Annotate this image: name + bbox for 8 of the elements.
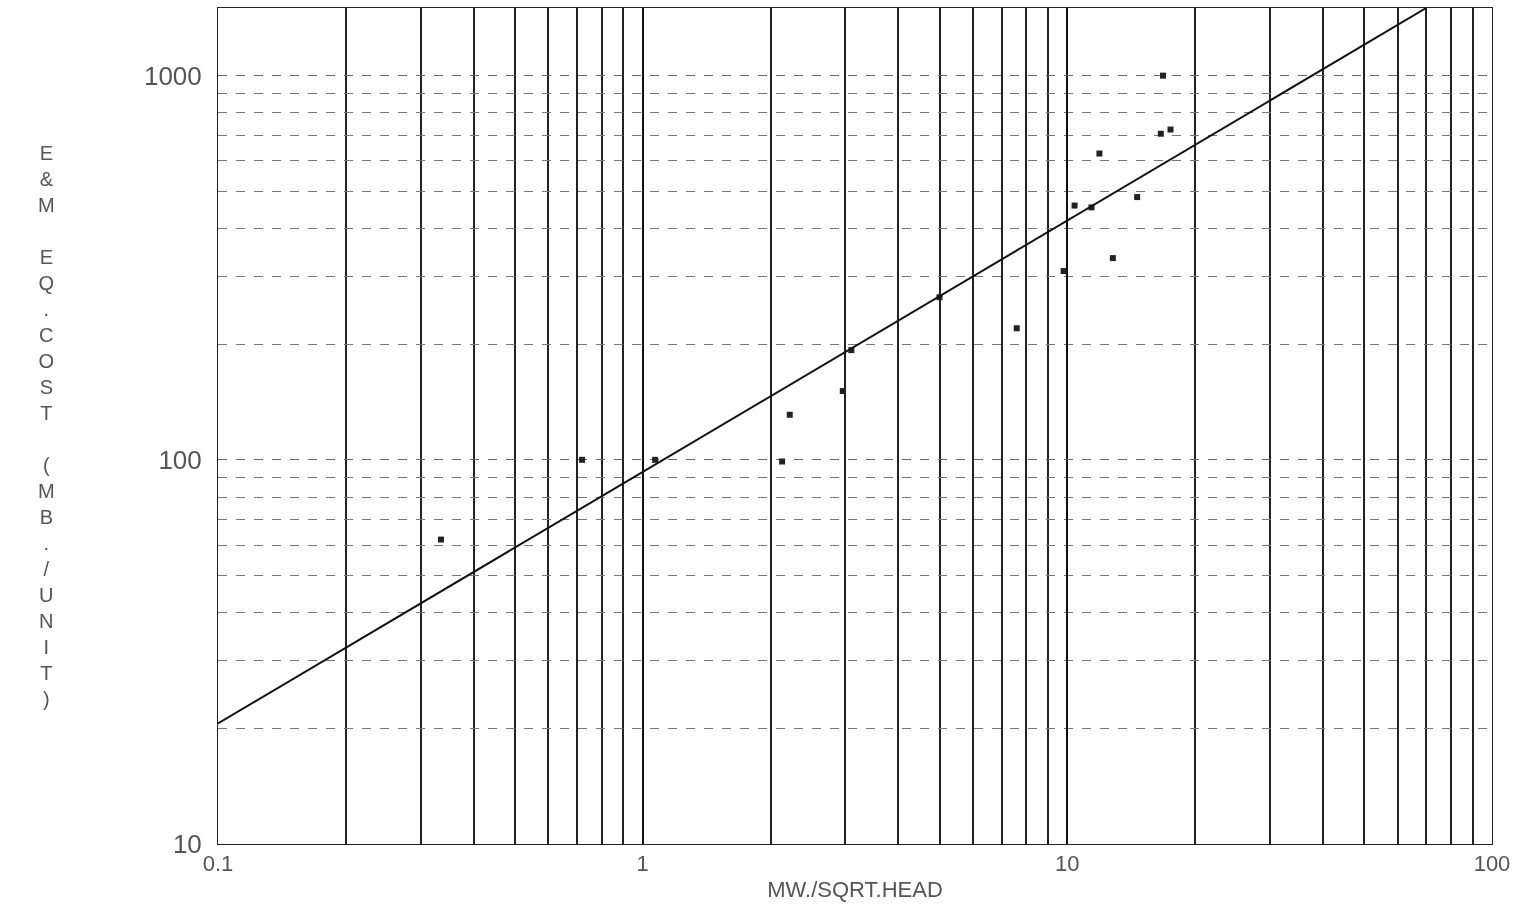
y-tick-label: 1000 xyxy=(143,60,202,91)
text: E&M EQ.COST (MB./UNIT) xyxy=(38,142,55,710)
x-axis-title: MW./SQRT.HEAD xyxy=(767,877,943,903)
y-tick-label: 100 xyxy=(158,444,202,475)
x-tick-label: 10 xyxy=(1055,851,1080,877)
x-tick-label: 0.1 xyxy=(202,851,234,877)
x-tick-label: 1 xyxy=(636,851,649,877)
x-tick-label: 100 xyxy=(1473,851,1511,877)
